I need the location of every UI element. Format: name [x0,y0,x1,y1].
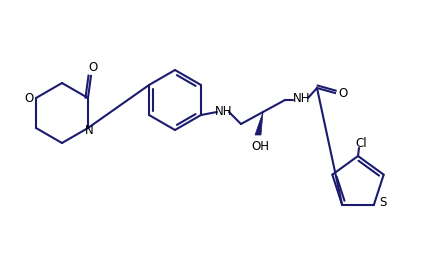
Text: N: N [84,124,93,136]
Text: NH: NH [293,92,310,104]
Text: S: S [378,196,386,209]
Polygon shape [254,112,263,135]
Text: OH: OH [250,141,268,154]
Text: NH: NH [215,104,232,117]
Text: O: O [24,92,33,104]
Text: Cl: Cl [355,136,366,149]
Text: O: O [338,86,347,100]
Text: O: O [88,60,97,74]
